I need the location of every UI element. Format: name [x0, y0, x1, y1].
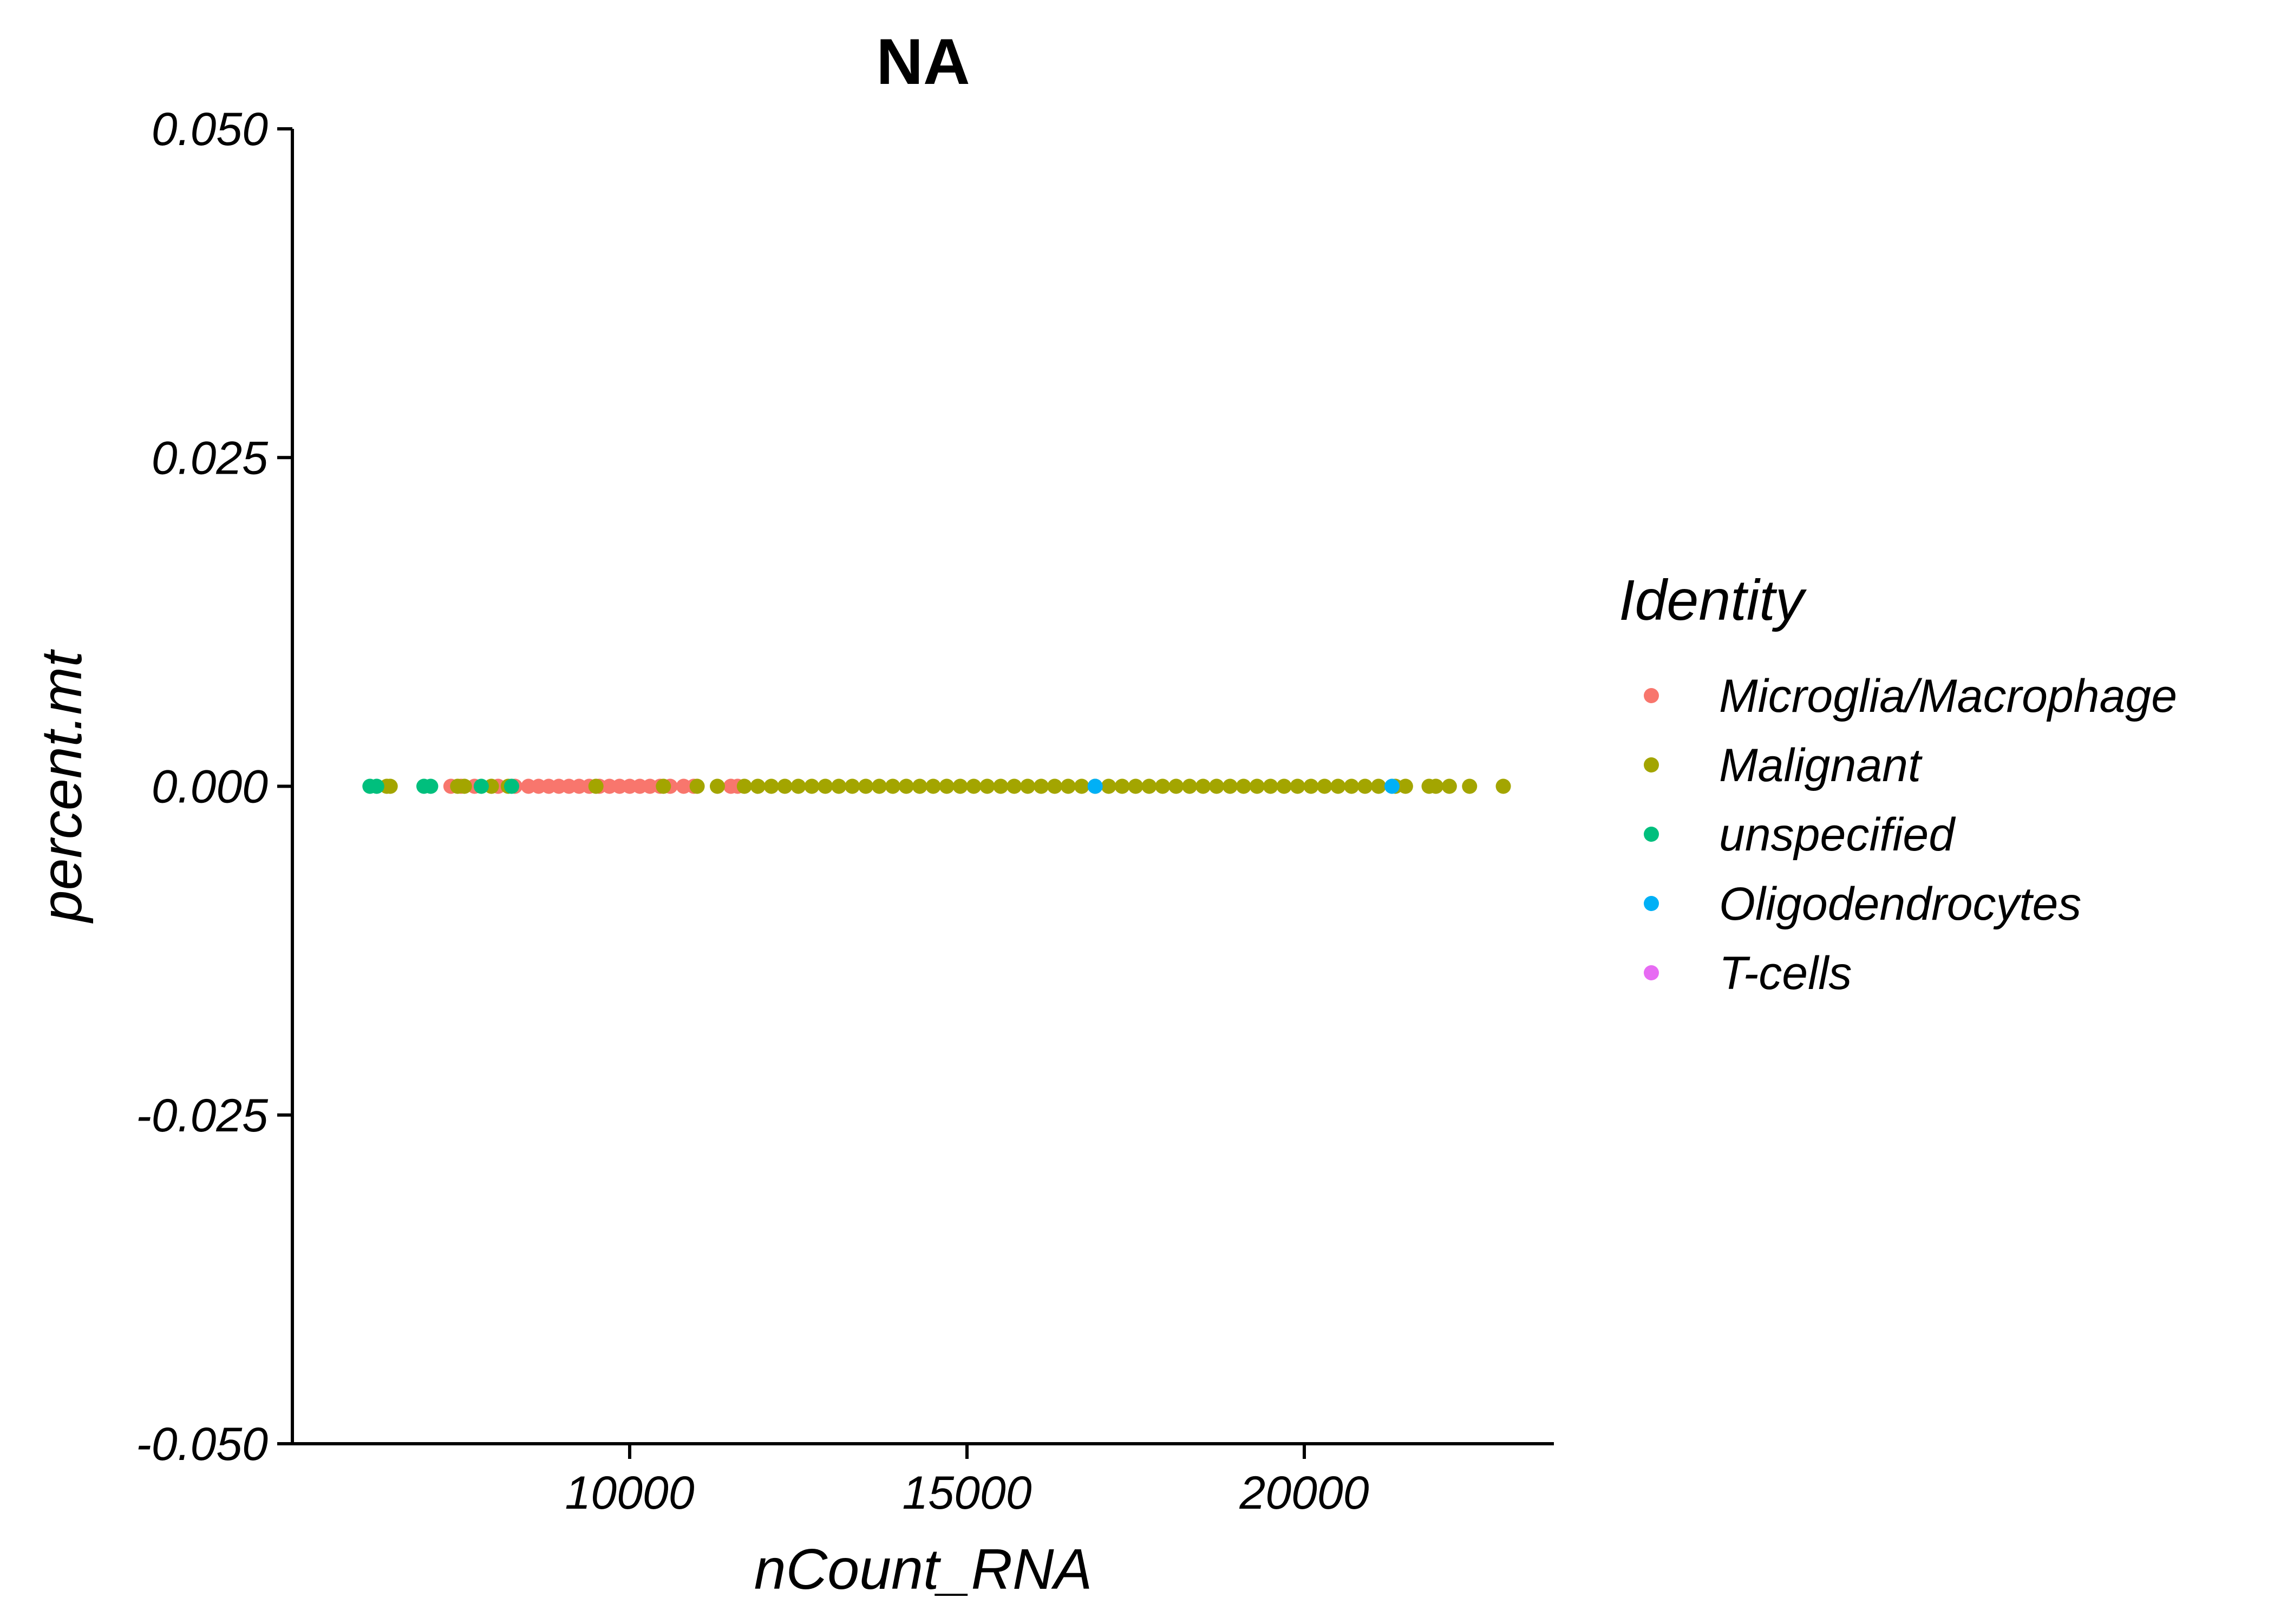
data-point: [588, 778, 604, 794]
y-tick-label: 0.050: [152, 103, 268, 155]
data-point: [939, 778, 955, 794]
data-point: [1249, 778, 1265, 794]
y-tick-label: 0.025: [152, 432, 269, 484]
legend-key: [1644, 827, 1659, 842]
data-point: [1007, 778, 1022, 794]
data-point: [925, 778, 941, 794]
y-tick-label: -0.050: [136, 1418, 268, 1470]
data-point: [885, 778, 900, 794]
data-point: [872, 778, 887, 794]
legend: Identity Microglia/Macrophage Malignant un…: [1619, 568, 2177, 999]
data-point: [1428, 778, 1443, 794]
series-oligodendrocytes: [1087, 778, 1400, 794]
data-point: [777, 778, 793, 794]
data-point: [1074, 778, 1089, 794]
data-point: [952, 778, 968, 794]
data-point: [1357, 778, 1373, 794]
y-ticks: 0.050 0.025 0.000 -0.025 -0.050: [136, 103, 292, 1470]
data-point: [1209, 778, 1225, 794]
legend-title: Identity: [1619, 568, 1807, 632]
data-point: [818, 778, 833, 794]
y-tick-label: -0.025: [136, 1090, 269, 1142]
data-point: [1020, 778, 1036, 794]
y-tick-label: 0.000: [152, 761, 268, 813]
data-point: [1222, 778, 1238, 794]
data-point: [912, 778, 927, 794]
data-point: [369, 778, 384, 794]
data-point: [1047, 778, 1062, 794]
legend-key: [1644, 965, 1659, 980]
legend-key: [1644, 757, 1659, 772]
data-point: [1034, 778, 1049, 794]
data-point: [1462, 778, 1478, 794]
data-point: [656, 778, 671, 794]
y-axis-title: percent.mt: [30, 649, 94, 924]
x-tick-label: 15000: [902, 1467, 1031, 1519]
data-point: [504, 778, 519, 794]
data-point: [898, 778, 914, 794]
data-point: [1128, 778, 1143, 794]
data-point: [1384, 778, 1400, 794]
data-point: [709, 778, 725, 794]
data-point: [790, 778, 806, 794]
data-point: [1114, 778, 1130, 794]
data-point: [1101, 778, 1116, 794]
legend-label: Microglia/Macrophage: [1719, 670, 2177, 722]
data-point: [979, 778, 995, 794]
data-point: [1317, 778, 1332, 794]
data-point: [831, 778, 847, 794]
chart-title: NA: [876, 25, 970, 98]
data-point: [858, 778, 874, 794]
data-point: [1441, 778, 1457, 794]
legend-label: Oligodendrocytes: [1719, 878, 2081, 930]
data-point: [1182, 778, 1198, 794]
x-tick-label: 10000: [565, 1467, 694, 1519]
data-point: [1060, 778, 1076, 794]
legend-label: Malignant: [1719, 739, 1923, 791]
data-point: [1303, 778, 1319, 794]
data-point: [763, 778, 779, 794]
data-point: [804, 778, 820, 794]
data-point: [1290, 778, 1305, 794]
legend-key: [1644, 688, 1659, 703]
data-point: [423, 778, 439, 794]
data-point: [993, 778, 1009, 794]
x-tick-label: 20000: [1239, 1467, 1369, 1519]
data-point: [750, 778, 766, 794]
data-point: [1236, 778, 1251, 794]
data-point: [689, 778, 705, 794]
series-unspecified: [362, 778, 519, 794]
data-point: [1168, 778, 1184, 794]
x-axis-title: nCount_RNA: [754, 1537, 1093, 1601]
data-point: [456, 778, 472, 794]
data-point: [1344, 778, 1360, 794]
data-point: [1195, 778, 1211, 794]
data-point: [382, 778, 398, 794]
data-point: [473, 778, 489, 794]
legend-items: Microglia/Macrophage Malignant unspecified…: [1644, 670, 2177, 999]
data-point: [966, 778, 982, 794]
data-point: [736, 778, 752, 794]
legend-label: unspecified: [1719, 809, 1956, 861]
data-point: [1087, 778, 1103, 794]
data-point: [1155, 778, 1171, 794]
data-point: [1397, 778, 1413, 794]
data-point: [1276, 778, 1292, 794]
data-point: [845, 778, 860, 794]
legend-key: [1644, 896, 1659, 911]
points-layer: [362, 778, 1511, 794]
data-point: [1495, 778, 1511, 794]
data-point: [1371, 778, 1387, 794]
legend-label: T-cells: [1719, 947, 1852, 999]
x-ticks: 10000 15000 20000: [565, 1444, 1369, 1519]
data-point: [1141, 778, 1157, 794]
data-point: [1330, 778, 1346, 794]
data-point: [1263, 778, 1278, 794]
